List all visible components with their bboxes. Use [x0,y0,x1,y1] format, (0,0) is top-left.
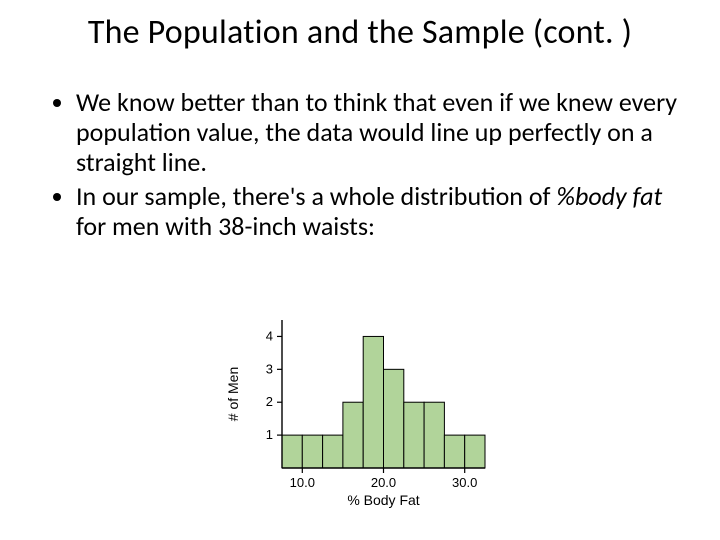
bullet-list: We know better than to think that even i… [48,88,680,241]
slide: The Population and the Sample (cont. ) W… [0,0,720,540]
slide-body: We know better than to think that even i… [48,88,680,245]
bullet-1: We know better than to think that even i… [76,88,680,178]
bullet-2-emph: %body fat [556,180,662,212]
svg-text:20.0: 20.0 [371,475,396,490]
bullet-2: In our sample, there's a whole distribut… [76,182,680,242]
svg-text:2: 2 [266,394,273,409]
svg-text:3: 3 [266,361,273,376]
svg-text:1: 1 [266,427,273,442]
histogram-svg: 1 2 3 4 10.0 20.0 30.0 % Body Fat # of Men [220,310,500,510]
svg-text:4: 4 [266,328,273,343]
bullet-2-pre: In our sample, there's a whole distribut… [76,180,556,212]
svg-text:% Body Fat: % Body Fat [347,492,419,508]
bullet-2-post: for men with 38-inch waists: [76,210,375,242]
svg-text:10.0: 10.0 [290,475,315,490]
svg-text:30.0: 30.0 [452,475,477,490]
slide-title: The Population and the Sample (cont. ) [0,12,720,53]
svg-text:# of Men: # of Men [225,367,241,421]
histogram-chart: 1 2 3 4 10.0 20.0 30.0 % Body Fat # of Men [0,310,720,515]
